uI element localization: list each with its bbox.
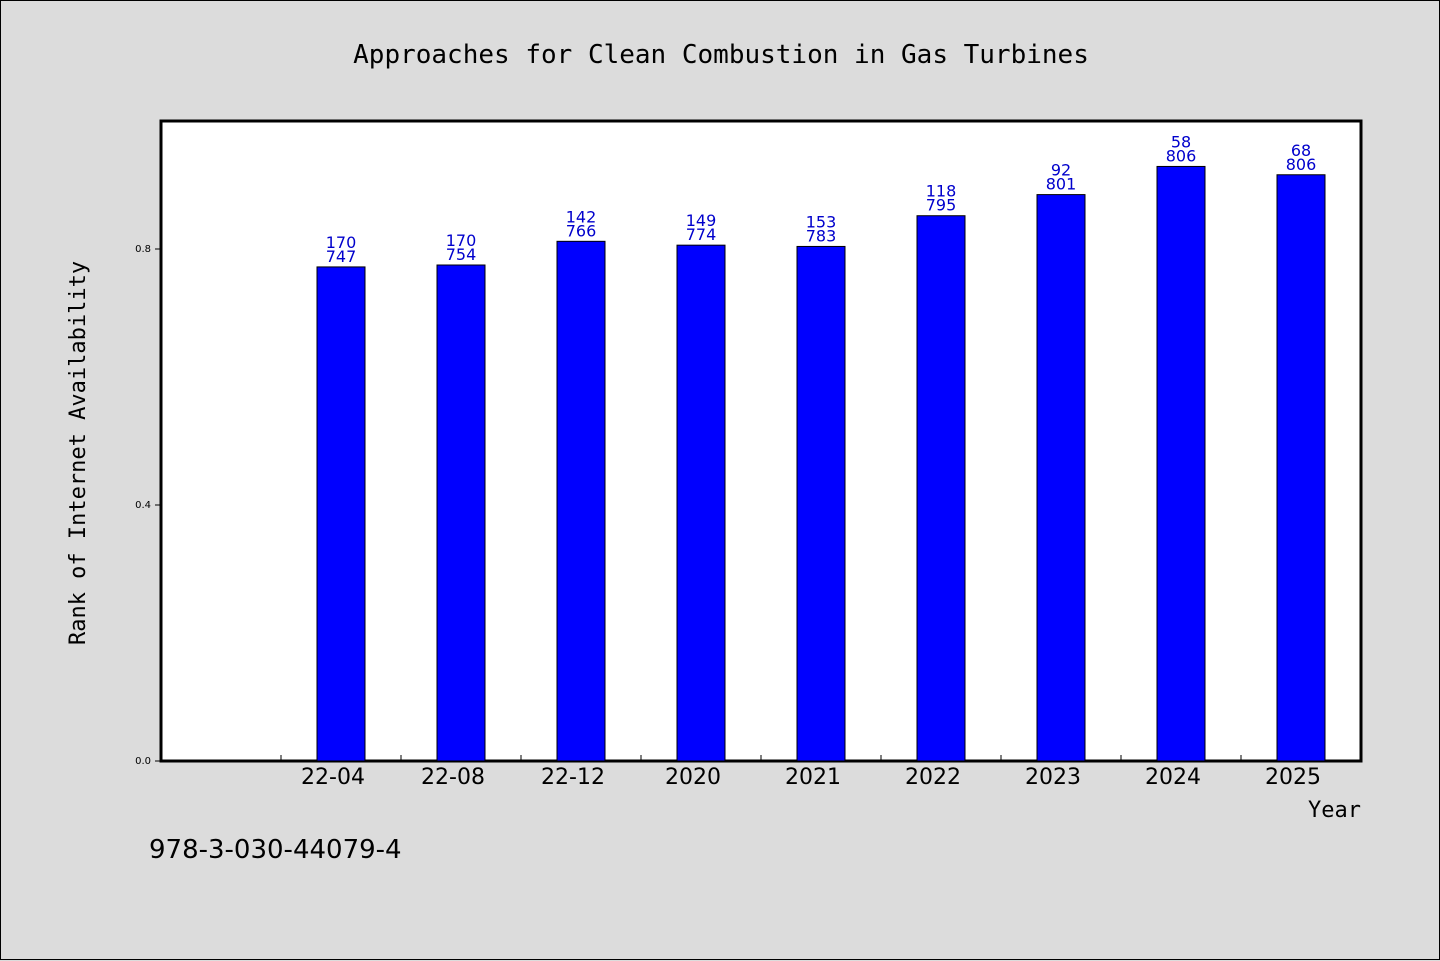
chart-title: Approaches for Clean Combustion in Gas T… bbox=[353, 40, 1089, 70]
data-label-bottom: 783 bbox=[806, 226, 837, 245]
data-label-bottom: 747 bbox=[326, 247, 357, 266]
data-label-top: 58 bbox=[1171, 132, 1191, 151]
y-tick-label: 0.4 bbox=[135, 500, 151, 511]
bar-2021 bbox=[796, 245, 846, 762]
x-tick-label: 2022 bbox=[905, 765, 961, 790]
bar-2020 bbox=[676, 244, 726, 762]
bar-2022 bbox=[916, 215, 966, 762]
data-label-top: 142 bbox=[566, 207, 597, 226]
y-tick-label: 0.8 bbox=[135, 244, 151, 255]
bar-22-12 bbox=[556, 240, 606, 762]
y-tick-label: 0.0 bbox=[135, 756, 151, 767]
x-tick-label: 2024 bbox=[1145, 765, 1201, 790]
isbn-label: 978-3-030-44079-4 bbox=[149, 835, 402, 865]
data-label-bottom: 774 bbox=[686, 225, 717, 244]
x-tick-label: 22-04 bbox=[301, 765, 365, 790]
bar-2024 bbox=[1156, 165, 1206, 762]
x-tick-label: 22-12 bbox=[541, 765, 605, 790]
data-label-bottom: 754 bbox=[446, 245, 477, 264]
data-label-bottom: 801 bbox=[1046, 175, 1077, 194]
data-label-bottom: 766 bbox=[566, 221, 597, 240]
y-axis: 0.0 0.4 0.8 bbox=[135, 244, 161, 767]
x-tick-label: 22-08 bbox=[421, 765, 485, 790]
data-label-top: 118 bbox=[926, 182, 957, 201]
data-label-top: 153 bbox=[806, 212, 837, 231]
bar-22-08 bbox=[436, 264, 486, 762]
x-tick-label: 2023 bbox=[1025, 765, 1081, 790]
data-label-bottom: 806 bbox=[1166, 146, 1197, 165]
x-tick-label: 2025 bbox=[1265, 765, 1321, 790]
bar-2023 bbox=[1036, 194, 1086, 762]
data-label-top: 68 bbox=[1291, 141, 1311, 160]
data-labels-group: 1707471707541427661497741537831187959280… bbox=[326, 132, 1317, 265]
y-axis-label: Rank of Internet Availability bbox=[66, 261, 91, 645]
data-label-bottom: 795 bbox=[926, 196, 957, 215]
data-label-top: 170 bbox=[326, 233, 357, 252]
bar-2025 bbox=[1276, 174, 1326, 762]
data-label-top: 170 bbox=[446, 231, 477, 250]
bars-group bbox=[316, 165, 1326, 762]
data-label-top: 92 bbox=[1051, 161, 1071, 180]
x-axis-label: Year bbox=[1308, 798, 1361, 823]
x-tick-label: 2020 bbox=[665, 765, 721, 790]
data-label-bottom: 806 bbox=[1286, 155, 1317, 174]
bar-22-04 bbox=[316, 266, 366, 762]
data-label-top: 149 bbox=[686, 211, 717, 230]
x-tick-label: 2021 bbox=[785, 765, 841, 790]
x-axis: 22-04 22-08 22-12 2020 2021 2022 2023 2024 2025 bbox=[280, 755, 1321, 790]
